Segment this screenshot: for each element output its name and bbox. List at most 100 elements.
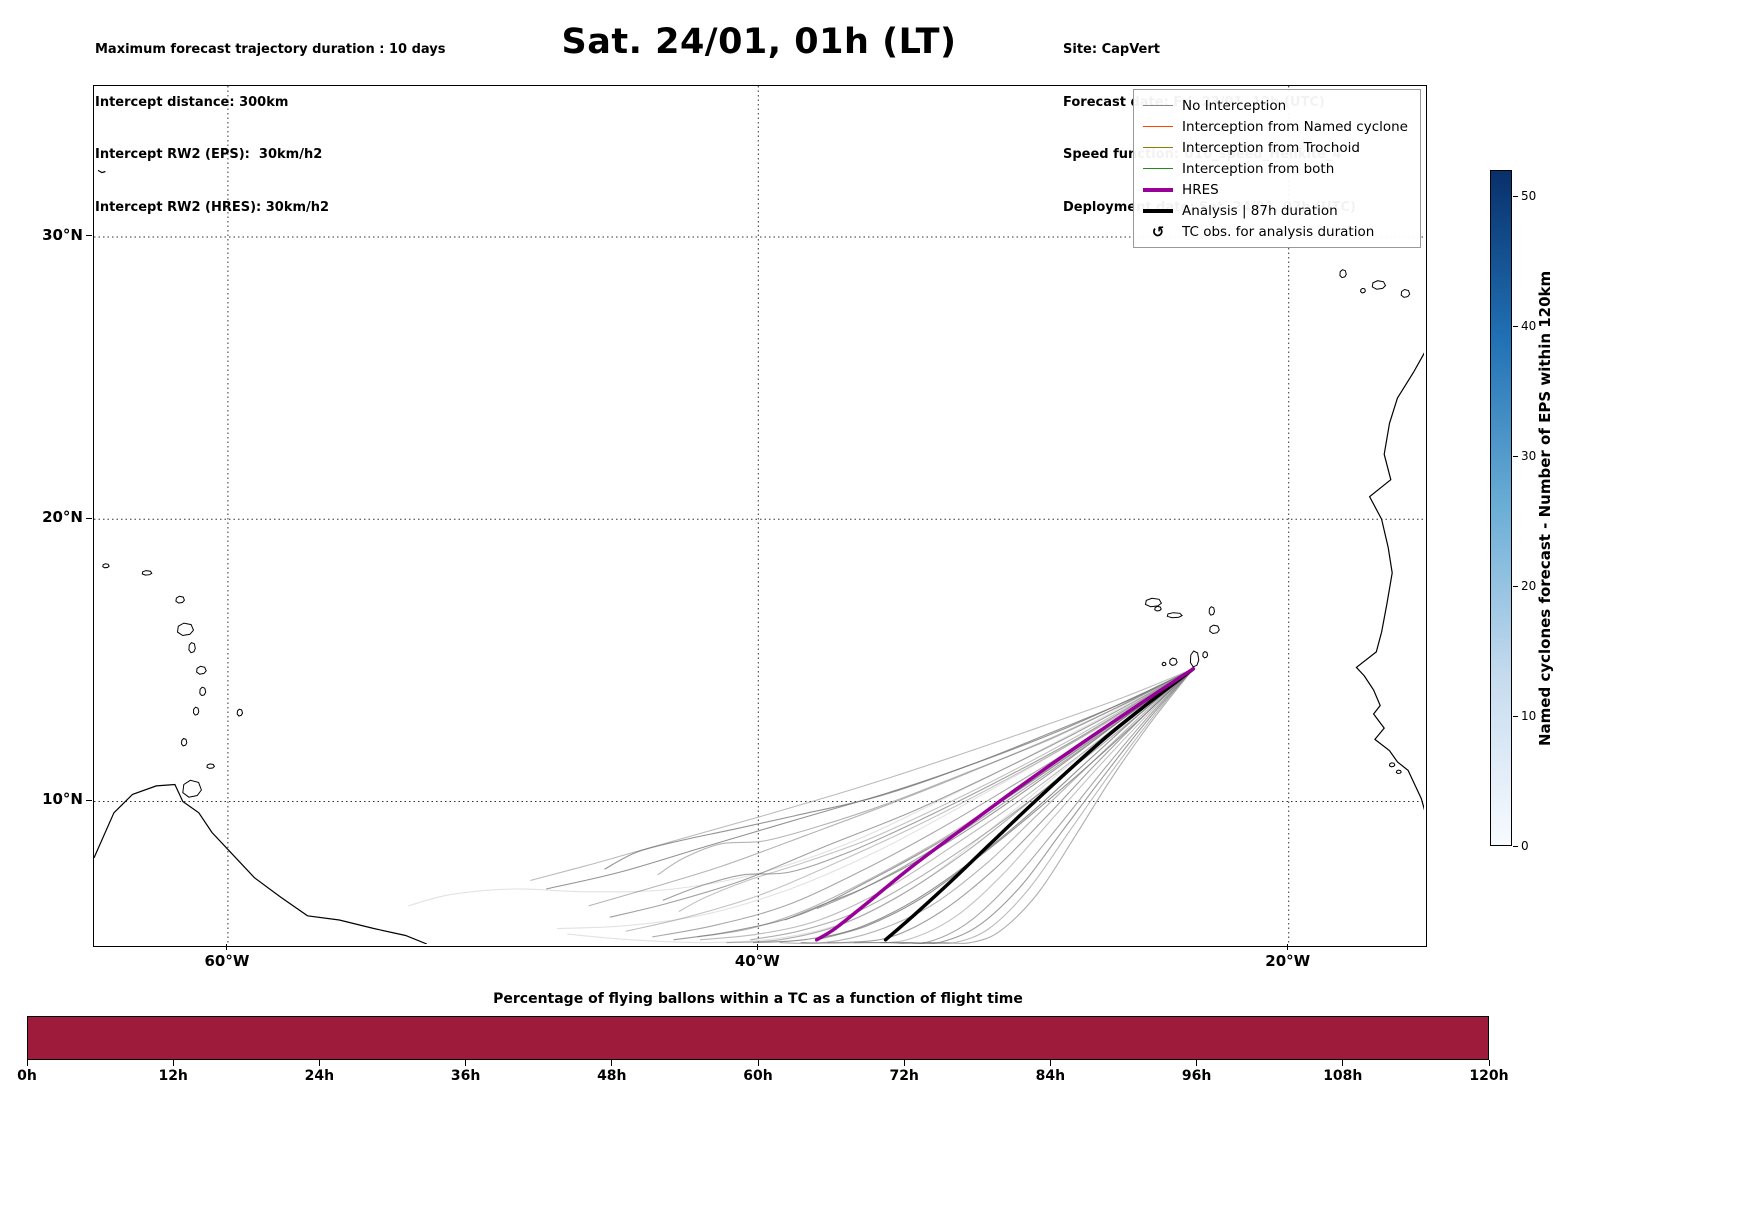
coastline-bermuda: [97, 169, 106, 174]
flight-time-tick-mark: [1342, 1060, 1344, 1066]
colorbar-tick-label: 50: [1521, 189, 1537, 203]
flight-time-tick-label: 108h: [1323, 1068, 1363, 1084]
island-anguilla-area: [141, 570, 153, 576]
island-dominica: [188, 642, 196, 654]
colorbar-tick-label: 20: [1521, 579, 1537, 593]
colorbar-tick-label: 10: [1521, 709, 1537, 723]
x-tick-label: 60°W: [204, 952, 250, 970]
trajectory-eps-member: [588, 668, 1194, 907]
trajectory-eps-member: [678, 668, 1194, 912]
island-la-gomera: [1360, 287, 1366, 294]
island-antigua-area: [175, 595, 185, 604]
island-sao-nicolau: [1166, 612, 1183, 619]
bottom-chart-title: Percentage of flying ballons within a TC…: [493, 991, 1023, 1007]
flight-time-tick-mark: [903, 1060, 905, 1066]
legend-label: Interception from both: [1182, 160, 1335, 177]
island-tobago: [206, 763, 216, 769]
y-tick-label: 30°N: [42, 225, 83, 244]
flight-time-tick-mark: [611, 1060, 613, 1066]
island-sao-vicente: [1154, 605, 1162, 612]
trajectory-eps-member: [530, 668, 1194, 882]
legend-line-sample: [1143, 104, 1174, 107]
map-plot: No Interception Interception from Named c…: [93, 85, 1427, 947]
trajectory-eps-member: [853, 668, 1194, 944]
island-guadeloupe: [176, 622, 195, 637]
flight-time-tick-label: 24h: [304, 1068, 335, 1084]
map-legend: No Interception Interception from Named c…: [1133, 89, 1421, 248]
trajectory-eps-member: [652, 668, 1194, 938]
island-sal: [1208, 606, 1216, 616]
flight-time-tick-label: 0h: [17, 1068, 37, 1084]
tc-obs-icon: ↺: [1151, 222, 1165, 241]
trajectory-eps-member: [625, 668, 1194, 932]
legend-item-3: Interception from both: [1143, 158, 1408, 179]
x-tick-label: 40°W: [734, 952, 780, 970]
trajectory-hres: [814, 667, 1196, 942]
island-tenerife: [1371, 280, 1387, 290]
flight-time-tick-label: 48h: [597, 1068, 627, 1084]
param-intercept-rw2-eps: Intercept RW2 (EPS): 30km/h2: [95, 147, 323, 162]
island-santiago: [1189, 650, 1200, 668]
island-maio: [1202, 651, 1209, 659]
colorbar-tick-mark: [1513, 455, 1518, 457]
param-intercept-rw2-hres: Intercept RW2 (HRES): 30km/h2: [95, 199, 330, 215]
legend-item-6: ↺ TC obs. for analysis duration: [1143, 221, 1408, 242]
legend-line-sample: [1143, 146, 1174, 149]
trajectory-eps-member: [779, 668, 1194, 944]
flight-time-tick-mark: [26, 1060, 28, 1066]
island-st-lucia: [199, 686, 207, 697]
y-tick-label: 20°N: [42, 508, 83, 527]
island-martinique: [196, 665, 207, 675]
trajectory-eps-member: [604, 668, 1194, 870]
colorbar-label: Named cyclones forecast - Number of EPS …: [1536, 270, 1554, 746]
trajectory-eps-member: [901, 668, 1194, 944]
flight-time-tick-mark: [757, 1060, 759, 1066]
legend-label: No Interception: [1182, 97, 1287, 114]
legend-label: Interception from Trochoid: [1182, 139, 1360, 156]
y-tick-mark: [86, 235, 92, 237]
flight-time-tick-label: 60h: [743, 1068, 773, 1084]
island-st-vincent: [192, 706, 200, 716]
x-tick-label: 20°W: [1265, 952, 1311, 970]
island-trinidad: [182, 779, 202, 798]
legend-label: Analysis | 87h duration: [1182, 202, 1338, 219]
x-tick-mark: [226, 944, 228, 950]
island-grenada: [180, 737, 188, 747]
flight-time-tick-mark: [318, 1060, 320, 1066]
island-bijagos-2: [1395, 769, 1402, 775]
legend-label: HRES: [1182, 181, 1219, 198]
colorbar-tick-label: 30: [1521, 449, 1537, 463]
y-tick-mark: [86, 517, 92, 519]
flight-time-tick-label: 120h: [1469, 1068, 1509, 1084]
flight-time-tick-mark: [1196, 1060, 1198, 1066]
info-site: Site: CapVert: [1063, 42, 1160, 57]
trajectory-eps-member-faded: [567, 668, 1194, 944]
trajectory-eps-member: [750, 668, 1194, 941]
island-boa-vista: [1209, 624, 1220, 635]
tc-percentage-band: [27, 1016, 1489, 1060]
island-gran-canaria: [1400, 288, 1411, 298]
legend-item-4: HRES: [1143, 179, 1408, 200]
x-tick-mark: [1287, 944, 1289, 950]
legend-line-sample: [1143, 187, 1174, 192]
legend-item-5: Analysis | 87h duration: [1143, 200, 1408, 221]
legend-item-2: Interception from Trochoid: [1143, 137, 1408, 158]
colorbar-tick-label: 40: [1521, 319, 1537, 333]
trajectory-eps-member: [816, 668, 1194, 941]
flight-time-tick-label: 84h: [1035, 1068, 1066, 1084]
legend-line-sample: [1143, 125, 1174, 128]
legend-label: TC obs. for analysis duration: [1182, 223, 1375, 240]
trajectory-eps-member: [609, 668, 1194, 918]
figure-title: Sat. 24/01, 01h (LT): [561, 22, 957, 62]
run-parameters-block: Maximum forecast trajectory duration : 1…: [95, 6, 446, 251]
colorbar-tick-label: 0: [1521, 839, 1529, 853]
trajectory-eps-member: [657, 668, 1194, 876]
trajectory-eps-member: [662, 668, 1194, 901]
trajectory-eps-member: [922, 668, 1194, 944]
legend-item-1: Interception from Named cyclone: [1143, 116, 1408, 137]
legend-label: Interception from Named cyclone: [1182, 118, 1408, 135]
colorbar-gradient: [1491, 171, 1511, 845]
flight-time-tick-label: 72h: [889, 1068, 919, 1084]
coastline-africa-west-coast: [1355, 352, 1424, 811]
flight-time-tick-label: 36h: [450, 1068, 481, 1084]
